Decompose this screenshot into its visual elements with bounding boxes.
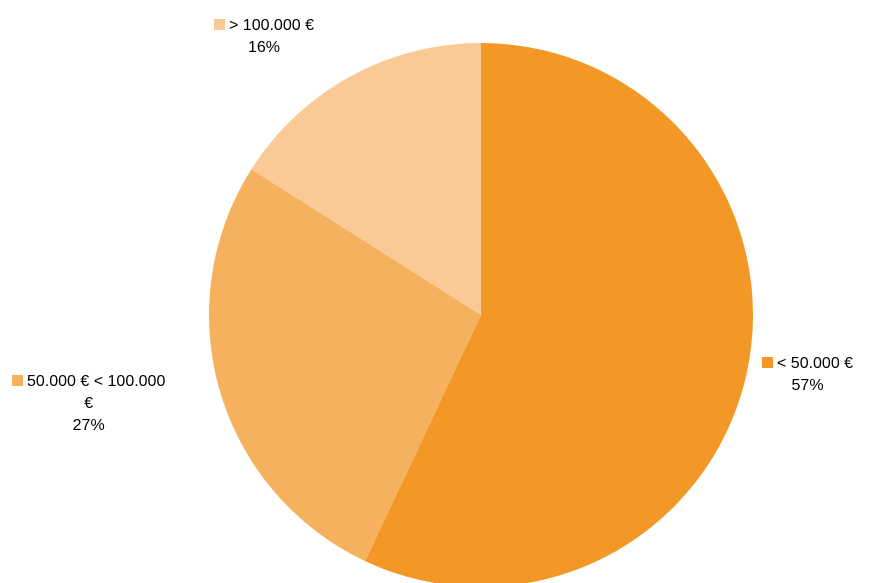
slice-category-50000-to-100000-line-2: € [84, 395, 94, 412]
slice-label-50000-to-100000: 50.000 € < 100.000 € 27% [12, 371, 165, 437]
pie-slice-50000-to-100000 [209, 169, 481, 562]
pie-slice-under-50000 [365, 43, 754, 583]
slice-label-over-100000: > 100.000 € 16% [214, 15, 314, 59]
slice-swatch-over-100000 [214, 19, 225, 30]
slice-category-over-100000: > 100.000 € [229, 17, 314, 34]
slice-label-under-50000: < 50.000 € 57% [762, 353, 853, 397]
slice-swatch-50000-to-100000 [12, 375, 23, 386]
slice-category-50000-to-100000-line-1: 50.000 € < 100.000 [27, 373, 166, 390]
slice-percent-under-50000: 57% [791, 377, 824, 394]
slice-percent-over-100000: 16% [247, 39, 280, 56]
pie-slice-over-100000 [251, 42, 481, 316]
slice-swatch-under-50000 [762, 357, 773, 368]
pie-slices [209, 42, 754, 583]
slice-category-under-50000: < 50.000 € [777, 355, 854, 372]
slice-percent-50000-to-100000: 27% [72, 417, 105, 434]
